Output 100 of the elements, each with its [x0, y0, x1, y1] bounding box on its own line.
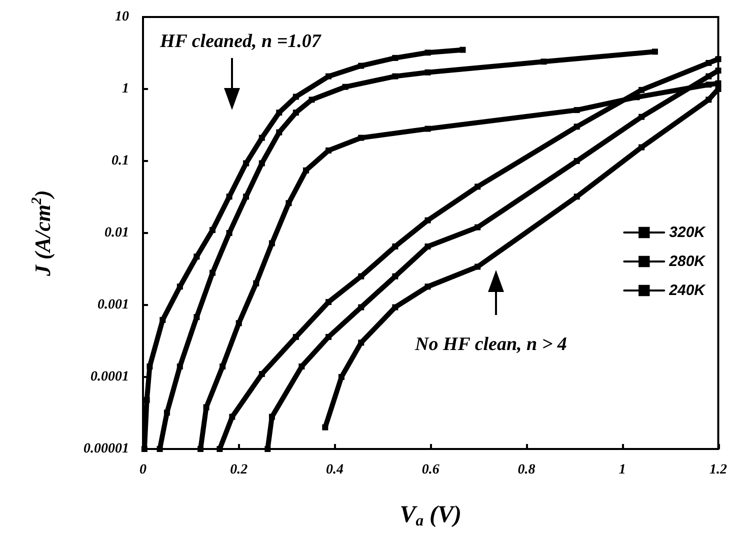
annotation: No HF clean, n > 4 [414, 334, 567, 355]
point [638, 114, 645, 120]
point [326, 334, 332, 340]
x-tick-label: 0 [140, 462, 146, 478]
point [574, 194, 580, 200]
y-tick-label: 0.00001 [84, 442, 129, 456]
y-tick-label: 1 [122, 82, 129, 96]
point [358, 273, 364, 280]
point [326, 73, 332, 80]
point [160, 316, 166, 323]
point [198, 446, 204, 452]
point [358, 340, 364, 346]
point [424, 217, 431, 224]
x-tick-label: 0.6 [422, 462, 440, 478]
y-tick-label: 10 [115, 10, 129, 24]
y-axis-title: J (A/cm2) [29, 190, 55, 277]
point [474, 264, 481, 270]
point [292, 110, 299, 116]
point [298, 363, 305, 370]
point [144, 396, 150, 403]
point [652, 48, 658, 55]
point [210, 270, 216, 276]
point [574, 107, 580, 114]
point [474, 224, 481, 230]
x-tick-label: 1.2 [710, 462, 727, 478]
point [424, 243, 431, 250]
point [226, 230, 232, 236]
point [326, 299, 332, 306]
point [706, 73, 712, 80]
point [574, 124, 580, 130]
point [243, 194, 250, 200]
point [253, 280, 260, 286]
point [292, 334, 299, 340]
point [424, 126, 431, 132]
point [164, 410, 170, 416]
point [392, 304, 398, 310]
point [358, 134, 364, 141]
point [392, 273, 398, 280]
point [392, 54, 398, 61]
legend-label: 280K [668, 253, 706, 270]
legend-label: 240K [668, 282, 706, 299]
x-tick-label: 0.4 [326, 462, 344, 478]
point [236, 320, 242, 326]
point [338, 374, 344, 380]
point [392, 73, 398, 80]
y-tick-label: 0.0001 [90, 370, 129, 384]
point [302, 167, 309, 174]
point [322, 424, 328, 430]
point [308, 96, 315, 103]
point [258, 371, 265, 378]
point [276, 129, 282, 136]
point [264, 446, 271, 452]
point [715, 68, 722, 74]
point [424, 50, 431, 56]
point [216, 446, 223, 452]
annotation: HF cleaned, n =1.07 [159, 31, 322, 52]
point [176, 363, 183, 370]
point [706, 96, 712, 103]
point [460, 46, 466, 53]
point [210, 227, 216, 234]
point [258, 160, 265, 166]
point [540, 58, 547, 65]
point [203, 404, 210, 410]
point [715, 86, 722, 92]
point [342, 84, 348, 90]
point [574, 158, 580, 164]
point [220, 363, 226, 370]
point [634, 94, 640, 100]
point [176, 284, 183, 290]
point [706, 82, 712, 88]
point [194, 254, 200, 260]
y-tick-label: 0.001 [98, 298, 129, 312]
point [229, 414, 236, 420]
y-tick-label: 0.01 [104, 226, 129, 240]
point [358, 62, 364, 69]
point [268, 414, 275, 420]
legend-label: 320K [669, 224, 706, 241]
point [358, 304, 364, 310]
point [706, 60, 712, 66]
point [474, 184, 481, 190]
point [194, 314, 200, 320]
point [292, 94, 299, 100]
point [638, 86, 645, 93]
point [392, 243, 398, 250]
point [156, 446, 163, 452]
point [638, 144, 645, 150]
x-tick-label: 0.8 [518, 462, 536, 478]
point [424, 69, 431, 76]
point [326, 147, 332, 154]
point [715, 80, 722, 86]
x-tick-label: 0.2 [230, 462, 248, 478]
point [146, 363, 153, 370]
point [226, 194, 232, 200]
point [258, 134, 265, 141]
point [715, 56, 722, 62]
point [286, 200, 292, 206]
y-tick-label: 0.1 [112, 154, 129, 168]
point [276, 110, 282, 116]
point [243, 160, 250, 166]
x-tick-label: 1 [618, 462, 626, 478]
